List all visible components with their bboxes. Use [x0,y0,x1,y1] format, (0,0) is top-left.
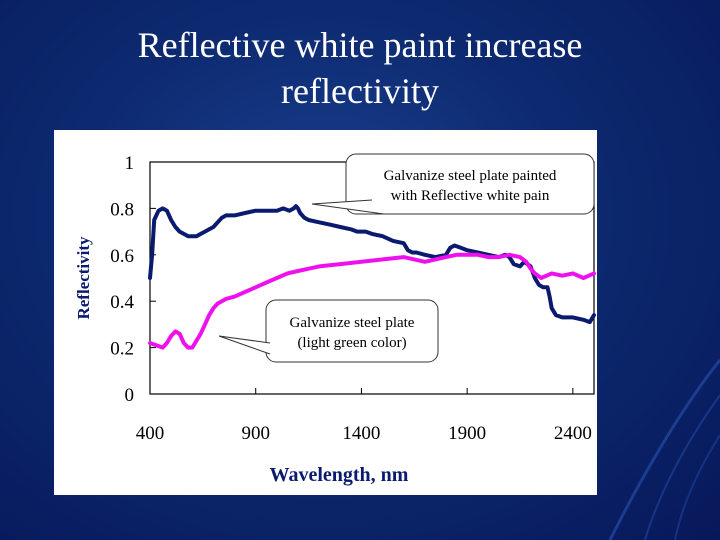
callout-painted-plate: Galvanize steel plate painted with Reflec… [311,153,595,215]
x-tick-label: 1400 [342,423,380,444]
y-tick-label: 0.8 [110,199,134,220]
chart-panel: 0 0.2 0.4 0.6 0.8 1 400 900 1400 1900 2400 Galvan… [54,130,597,495]
y-tick-label: 0.6 [110,246,134,267]
callout-galvanized-plate: Galvanize steel plate (light green color) [218,299,439,363]
callout-box [345,153,595,215]
y-tick-label: 0.2 [110,339,134,360]
callout-box [265,299,439,363]
x-tick-label: 1900 [448,423,486,444]
reflectivity-chart: 0 0.2 0.4 0.6 0.8 1 400 900 1400 1900 2400 Galvan… [74,153,596,486]
x-tick-label: 400 [136,423,165,444]
y-axis-label: Reflectivity [74,236,93,320]
series-layer [148,204,596,350]
callout-text-line: Galvanize steel plate painted [384,168,557,184]
y-axis: 0 0.2 0.4 0.6 0.8 1 [110,153,156,406]
series-line-galvanized-plate [148,252,596,350]
callout-text-line: with Reflective white pain [391,188,550,204]
x-tick-label: 900 [241,423,270,444]
x-tick-label: 2400 [554,423,592,444]
y-tick-label: 1 [125,153,135,174]
callout-text-line: (light green color) [297,335,406,351]
callout-pointer [311,199,385,215]
callout-pointer [218,335,271,355]
slide-title-line-2: reflectivity [281,71,439,111]
slide-swoosh-decoration [608,359,720,540]
callout-text-line: Galvanize steel plate [290,315,415,331]
x-axis: 400 900 1400 1900 2400 [136,388,592,444]
slide-title-line-1: Reflective white paint increase [137,25,583,65]
x-axis-label: Wavelength, nm [270,464,409,486]
y-tick-label: 0.4 [110,292,134,313]
annotation-layer: Galvanize steel plate painted with Reflec… [218,153,595,363]
slide-title: Reflective white paint increase reflecti… [40,22,680,114]
y-tick-label: 0 [125,385,135,406]
